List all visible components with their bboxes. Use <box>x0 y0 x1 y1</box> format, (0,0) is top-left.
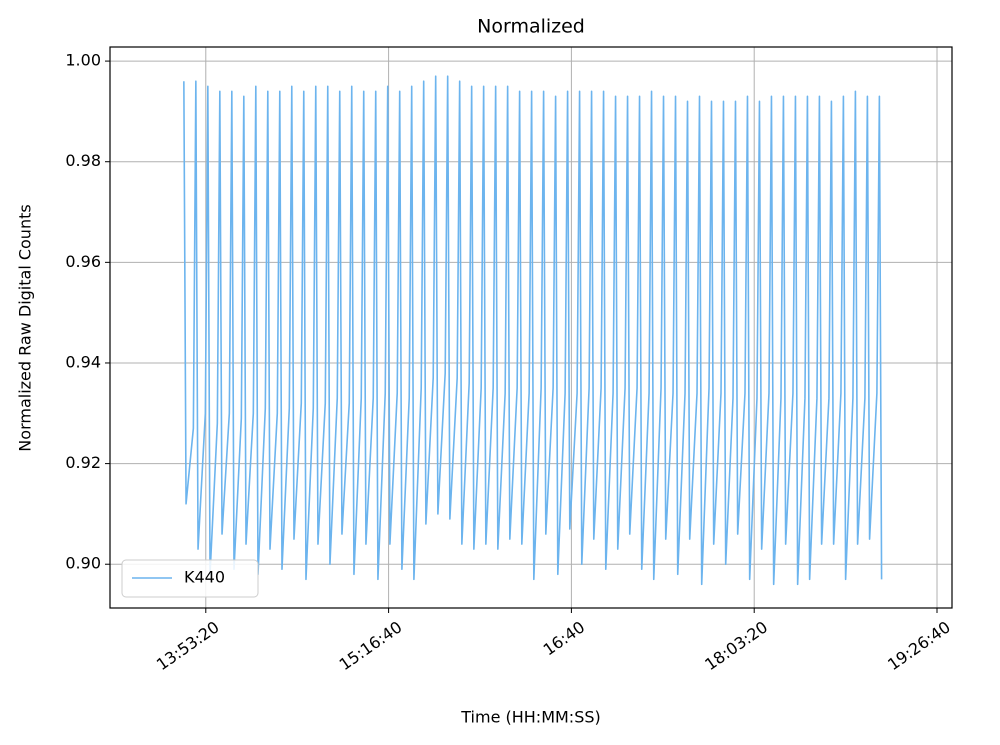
chart-title: Normalized <box>477 16 585 38</box>
x-tick-label: 19:26:40 <box>884 617 954 674</box>
plot-frame <box>109 46 953 609</box>
legend-box <box>121 559 259 598</box>
y-tick-label: 0.92 <box>65 453 101 472</box>
data-line <box>183 75 883 586</box>
y-axis-label: Normalized Raw Digital Counts <box>16 204 35 451</box>
y-tick-label: 0.90 <box>65 554 101 573</box>
x-tick-label: 16:40 <box>540 617 589 659</box>
x-tick-label: 15:16:40 <box>336 617 406 674</box>
y-tick-label: 1.00 <box>65 51 101 70</box>
legend-label: K440 <box>184 568 225 587</box>
y-tick-label: 0.96 <box>65 252 101 271</box>
y-tick-label: 0.98 <box>65 151 101 170</box>
x-axis-label: Time (HH:MM:SS) <box>460 708 601 727</box>
x-tick-label: 18:03:20 <box>701 617 771 674</box>
x-tick-label: 13:53:20 <box>153 617 223 674</box>
y-tick-label: 0.94 <box>65 352 101 371</box>
